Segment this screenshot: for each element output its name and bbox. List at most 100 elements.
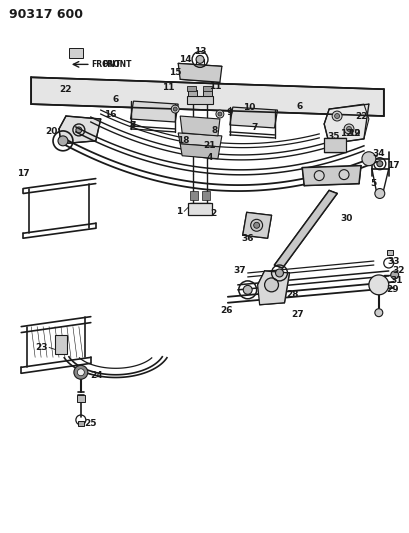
Bar	[78, 421, 83, 426]
Circle shape	[346, 126, 351, 132]
Bar	[202, 190, 209, 200]
Polygon shape	[178, 63, 221, 82]
Circle shape	[364, 155, 371, 162]
Text: 36: 36	[241, 233, 253, 243]
Polygon shape	[301, 166, 360, 185]
Text: 30: 30	[340, 214, 353, 223]
Bar	[187, 96, 212, 104]
Text: 16: 16	[104, 110, 117, 118]
Text: 12: 12	[339, 130, 351, 139]
Text: 11: 11	[162, 83, 174, 92]
Circle shape	[250, 219, 262, 231]
Circle shape	[216, 110, 223, 118]
Bar	[202, 86, 211, 91]
Circle shape	[171, 105, 179, 113]
Circle shape	[368, 275, 388, 295]
Polygon shape	[242, 212, 271, 238]
Text: 29: 29	[385, 285, 398, 294]
Circle shape	[376, 161, 382, 167]
Text: 8: 8	[211, 126, 218, 135]
Circle shape	[267, 281, 274, 288]
Circle shape	[373, 280, 383, 290]
Bar	[188, 90, 197, 96]
Circle shape	[331, 111, 341, 121]
Text: 11: 11	[208, 82, 220, 91]
Text: 7: 7	[129, 122, 135, 131]
Circle shape	[253, 222, 259, 228]
Circle shape	[76, 127, 82, 133]
Bar	[187, 86, 196, 91]
Text: FRONT: FRONT	[102, 60, 132, 69]
Text: 14: 14	[178, 55, 191, 64]
Polygon shape	[130, 101, 178, 122]
Text: 19: 19	[347, 130, 360, 139]
Text: 24: 24	[90, 371, 103, 379]
Text: 10: 10	[243, 102, 255, 111]
Circle shape	[338, 169, 348, 180]
Polygon shape	[180, 144, 219, 159]
Polygon shape	[31, 77, 383, 116]
Bar	[190, 190, 198, 200]
Text: 4: 4	[206, 154, 213, 162]
Circle shape	[316, 173, 321, 178]
Polygon shape	[257, 271, 289, 305]
Polygon shape	[229, 107, 277, 128]
Polygon shape	[324, 104, 368, 144]
Bar	[202, 90, 211, 96]
Text: 28: 28	[285, 290, 298, 300]
Text: FRONT: FRONT	[90, 60, 120, 69]
Circle shape	[77, 369, 84, 376]
Circle shape	[341, 172, 346, 177]
Text: 21: 21	[203, 141, 216, 150]
Text: 31: 31	[389, 277, 402, 285]
Text: 1: 1	[175, 207, 182, 216]
Circle shape	[264, 278, 278, 292]
Bar	[55, 335, 67, 354]
Circle shape	[334, 114, 339, 118]
Text: 22: 22	[60, 85, 72, 94]
Text: 6: 6	[112, 95, 119, 103]
Circle shape	[196, 55, 204, 63]
Bar	[386, 250, 392, 255]
Text: 34: 34	[372, 149, 384, 158]
Text: 23: 23	[35, 343, 47, 352]
Text: 9: 9	[226, 108, 232, 117]
Text: 12: 12	[347, 130, 360, 139]
Text: 17: 17	[17, 169, 29, 178]
Circle shape	[313, 171, 324, 181]
Circle shape	[390, 271, 398, 279]
Circle shape	[243, 285, 252, 294]
Circle shape	[343, 124, 353, 134]
Circle shape	[58, 136, 68, 146]
Circle shape	[74, 365, 88, 379]
Text: 26: 26	[220, 306, 233, 315]
Text: 33: 33	[387, 256, 399, 265]
Polygon shape	[180, 116, 219, 136]
Text: 37: 37	[233, 266, 245, 276]
Circle shape	[361, 152, 375, 166]
Circle shape	[374, 189, 384, 198]
Text: 20: 20	[45, 127, 57, 136]
Text: 13: 13	[193, 47, 206, 56]
Polygon shape	[178, 133, 221, 147]
Polygon shape	[274, 190, 336, 268]
Bar	[76, 395, 85, 402]
Text: 15: 15	[169, 68, 181, 77]
Text: 32: 32	[391, 266, 404, 276]
Circle shape	[275, 269, 283, 277]
Text: 5: 5	[370, 179, 376, 188]
Text: 27: 27	[290, 310, 303, 319]
Text: 18: 18	[176, 136, 189, 146]
Polygon shape	[59, 116, 101, 144]
Text: 17: 17	[387, 161, 399, 170]
Text: 7: 7	[251, 124, 257, 132]
Text: 22: 22	[355, 111, 367, 120]
Polygon shape	[188, 204, 211, 215]
Bar	[69, 49, 83, 59]
Bar	[324, 138, 345, 152]
Text: 2: 2	[209, 209, 216, 218]
Text: 3: 3	[129, 122, 135, 131]
Circle shape	[173, 107, 177, 111]
Circle shape	[217, 112, 221, 116]
Text: 25: 25	[84, 419, 97, 429]
